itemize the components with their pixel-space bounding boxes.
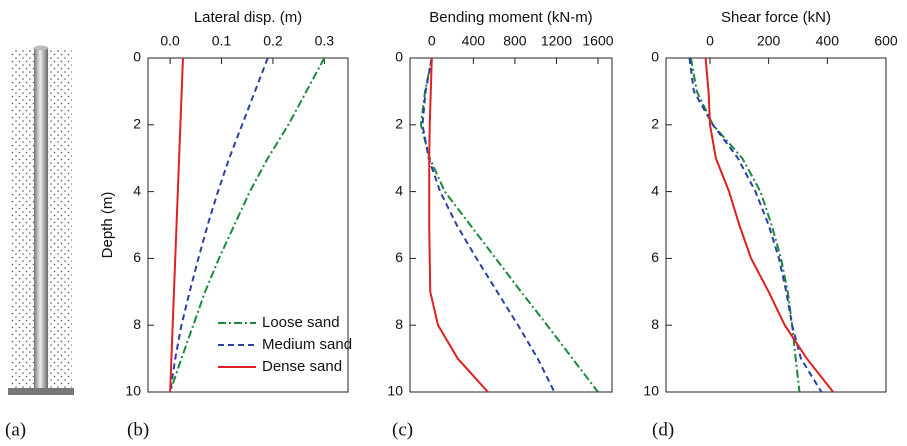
x-axis-title: Bending moment (kN-m): [429, 9, 592, 26]
pile: [34, 48, 48, 388]
series-line: [688, 57, 823, 393]
x-tick-label: 400: [462, 33, 486, 49]
y-tick-label: 4: [133, 182, 141, 198]
x-tick-label: 0.2: [263, 33, 283, 49]
panel: Lateral disp. (m) Depth (m) 0.0 0.1 0.2 0.3 0 2…: [99, 9, 352, 399]
x-tick-label: 0: [706, 33, 714, 49]
y-tick-label: 4: [651, 182, 659, 198]
plot-frame: [409, 57, 613, 393]
x-tick-label: 800: [503, 33, 527, 49]
y-tick-label: 6: [651, 249, 659, 265]
y-tick-label: 10: [387, 383, 403, 399]
y-tick-label: 10: [643, 383, 659, 399]
panel: Bending moment (kN-m) 0 400 800 1200 1600 0 2 4 6…: [387, 9, 613, 399]
series-line: [169, 57, 269, 393]
y-tick-label: 0: [651, 49, 659, 65]
series-line: [421, 57, 556, 393]
panel-label: (b): [127, 419, 149, 440]
panel: Shear force (kN) 0 200 400 600 0 2 4 6 8 10: [643, 9, 897, 399]
series-line: [689, 57, 801, 393]
x-tick-label: 0.0: [160, 33, 180, 49]
plot-frame: [665, 57, 887, 393]
pile-top: [34, 45, 48, 51]
panel-label: (a): [5, 419, 26, 440]
y-tick-label: 2: [395, 116, 403, 132]
y-tick-label: 2: [651, 116, 659, 132]
x-axis-title: Lateral disp. (m): [194, 9, 302, 26]
x-tick-label: 0: [428, 33, 436, 49]
y-tick-label: 8: [133, 316, 141, 332]
x-tick-label: 200: [757, 33, 781, 49]
y-tick-label: 2: [133, 116, 141, 132]
y-tick-label: 4: [395, 182, 403, 198]
y-tick-label: 8: [651, 316, 659, 332]
series-line: [419, 57, 599, 393]
y-tick-label: 8: [395, 316, 403, 332]
y-tick-label: 10: [125, 383, 141, 399]
y-axis-title: Depth (m): [99, 192, 116, 259]
series-line: [169, 57, 184, 393]
series-line: [428, 57, 489, 393]
panel-label: (c): [392, 419, 413, 440]
base: [8, 388, 74, 395]
series-line: [169, 57, 326, 393]
panel-label: (d): [652, 419, 674, 440]
x-tick-label: 1600: [582, 33, 613, 49]
x-tick-label: 0.1: [212, 33, 232, 49]
pile-diagram: [8, 45, 74, 395]
y-tick-label: 6: [395, 249, 403, 265]
x-tick-label: 600: [874, 33, 898, 49]
y-tick-label: 0: [133, 49, 141, 65]
series-line: [704, 57, 834, 393]
legend-label: Loose sand: [262, 314, 340, 331]
x-tick-label: 0.3: [315, 33, 335, 49]
x-axis-title: Shear force (kN): [721, 9, 831, 26]
plot-frame: [147, 57, 349, 393]
legend-label: Dense sand: [262, 358, 342, 375]
x-tick-label: 1200: [541, 33, 572, 49]
y-tick-label: 6: [133, 249, 141, 265]
legend-label: Medium sand: [262, 336, 352, 353]
y-tick-label: 0: [395, 49, 403, 65]
x-tick-label: 400: [816, 33, 840, 49]
